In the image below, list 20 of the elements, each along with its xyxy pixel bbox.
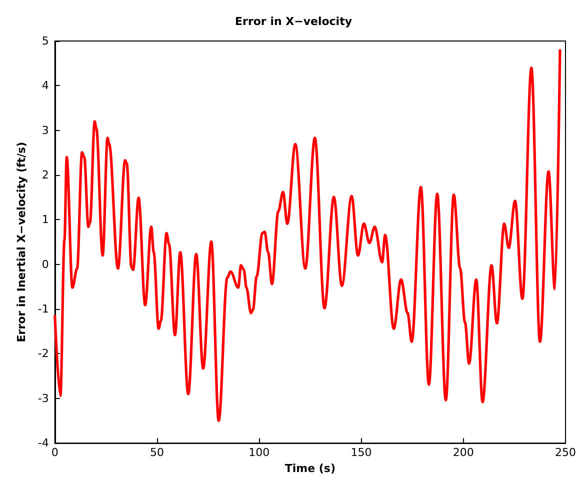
- y-tick-label: 5: [42, 34, 49, 48]
- y-axis-title: Error in Inertial X−velocity (ft/s): [15, 142, 28, 342]
- x-tick-label: 100: [248, 446, 270, 460]
- y-tick-label: 0: [42, 258, 49, 271]
- y-tick-label: -2: [38, 347, 49, 360]
- x-axis-title: Time (s): [284, 462, 336, 475]
- x-tick-label: 250: [555, 446, 576, 460]
- chart-title: Error in X−velocity: [235, 15, 352, 28]
- y-tick-label: 3: [42, 124, 49, 137]
- y-tick-label: 4: [42, 79, 49, 92]
- x-tick-label: 0: [51, 446, 58, 460]
- x-tick-label: 50: [150, 446, 164, 460]
- x-tick-label: 150: [350, 446, 372, 460]
- y-tick-label: -1: [38, 302, 49, 316]
- y-tick-label: 2: [42, 168, 49, 182]
- y-tick-label: -3: [38, 392, 49, 405]
- y-tick-label: -4: [38, 436, 49, 450]
- line-series: [54, 49, 562, 422]
- y-tick-label: 1: [42, 213, 49, 226]
- x-tick-label: 200: [452, 446, 474, 460]
